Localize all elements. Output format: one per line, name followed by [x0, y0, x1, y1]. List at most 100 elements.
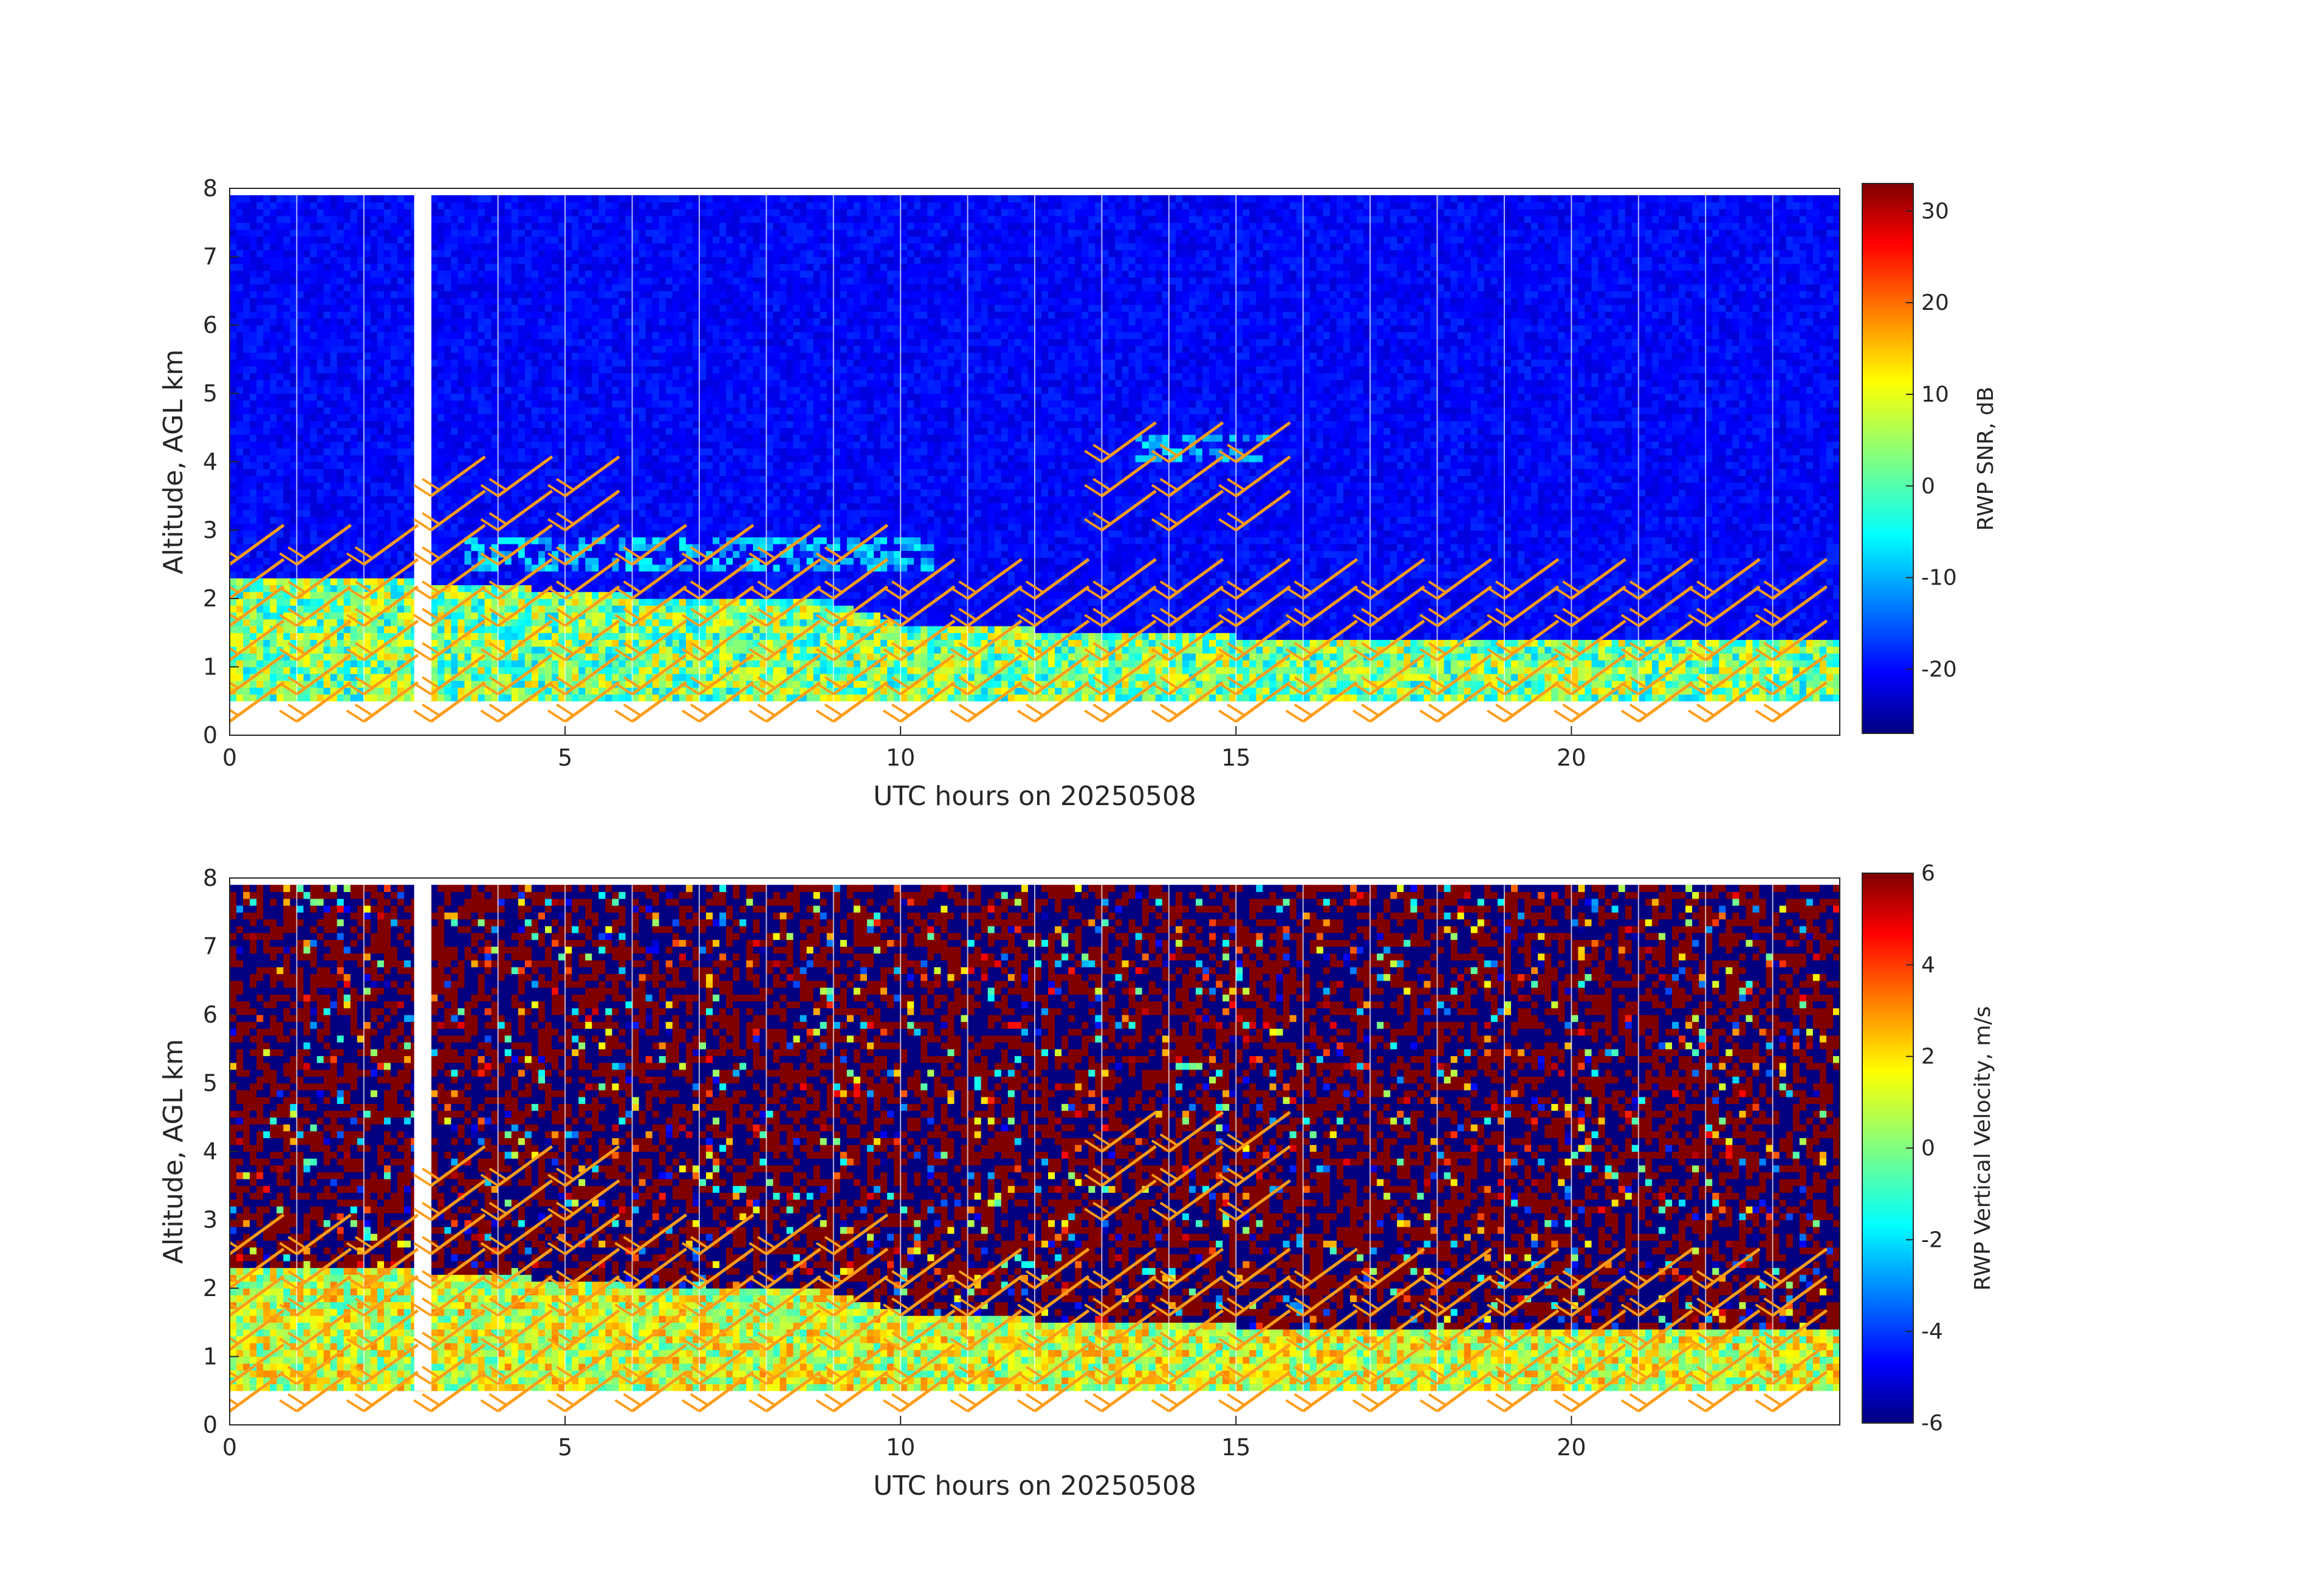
- wind-barb-staff: [497, 524, 554, 566]
- wind-barb-staff: [1100, 489, 1157, 532]
- wind-barb-staff: [832, 524, 889, 566]
- snr-gaps: [296, 188, 1774, 701]
- x-tick-label: 0: [222, 744, 237, 771]
- wind-barb-staff: [430, 681, 486, 723]
- wind-barb-flag: [1092, 1297, 1111, 1311]
- wind-barb-staff: [1100, 619, 1157, 662]
- wind-barb-flag: [757, 580, 776, 594]
- wind-barb-flag: [1218, 1337, 1237, 1351]
- wind-barb-flag: [1016, 1276, 1036, 1289]
- wind-barb-staff: [1235, 1145, 1291, 1187]
- wind-barb-staff: [564, 619, 620, 662]
- wind-barb-flag: [422, 478, 440, 491]
- wind-barb-flag: [547, 614, 566, 627]
- wind-barb-staff: [967, 619, 1023, 662]
- wind-barb-flag: [824, 642, 843, 655]
- wind-barb-flag: [1486, 1276, 1505, 1289]
- wind-barb-flag: [230, 551, 239, 560]
- wind-barb-staff: [295, 681, 352, 723]
- wind-barb-staff: [1033, 1247, 1090, 1290]
- wind-barb-flag: [1092, 580, 1111, 594]
- wind-barb-flag: [287, 1270, 306, 1283]
- wind-barb-flag: [480, 1207, 499, 1221]
- wind-barb-flag: [757, 1297, 776, 1311]
- wind-barb-flag: [422, 1236, 440, 1249]
- wind-barb-flag: [1159, 1331, 1178, 1345]
- wind-barb-flag: [1629, 1270, 1648, 1283]
- wind-barb-staff: [1503, 558, 1560, 600]
- wind-barb-staff: [1704, 1343, 1761, 1385]
- vv-heatmap: [230, 885, 1840, 1391]
- wind-barb-flag: [1688, 682, 1707, 696]
- wind-barb-flag: [1025, 703, 1044, 717]
- snr-yticks: 0 1 2 3 4 5 6 7 8: [203, 175, 239, 749]
- wind-barb-staff: [765, 681, 821, 723]
- wind-barb-flag: [1151, 709, 1170, 723]
- wind-barb-flag: [480, 484, 499, 497]
- x-tick-label: 10: [886, 744, 915, 771]
- wind-barb-flag: [556, 1167, 575, 1181]
- wind-barb-flag: [891, 642, 910, 655]
- wind-barb-flag: [1486, 682, 1505, 696]
- wind-barb-flag: [488, 478, 507, 491]
- wind-barb-flag: [279, 648, 298, 661]
- wind-barb-staff: [1168, 619, 1224, 662]
- wind-barb-flag: [230, 1336, 239, 1345]
- wind-barb-flag: [690, 1331, 708, 1345]
- colorbar-tick-label: -20: [1921, 657, 1957, 682]
- wind-barb-staff: [430, 1213, 486, 1255]
- wind-barb-staff: [230, 619, 285, 662]
- wind-barb-flag: [413, 1276, 432, 1289]
- wind-barb-flag: [623, 703, 642, 717]
- wind-barb-staff: [1436, 558, 1492, 600]
- wind-barb-flag: [815, 1303, 834, 1317]
- wind-barb-flag: [749, 709, 767, 723]
- snr-xlabel: UTC hours on 20250508: [873, 781, 1196, 812]
- wind-barb-flag: [824, 1365, 843, 1379]
- wind-barb-flag: [1629, 608, 1648, 621]
- y-tick-label: 0: [203, 722, 218, 749]
- wind-barb-flag: [1620, 648, 1639, 661]
- wind-barb-staff: [1168, 1247, 1224, 1290]
- wind-barb-staff: [430, 1179, 486, 1221]
- wind-barb-flag: [480, 552, 499, 566]
- wind-barb-staff: [230, 524, 285, 566]
- wind-barb-flag: [488, 1365, 507, 1379]
- wind-barb-flag: [413, 1337, 432, 1351]
- wind-barb-flag: [230, 681, 239, 690]
- wind-barb-flag: [815, 614, 834, 627]
- wind-barb-staff: [698, 1275, 755, 1317]
- wind-barb-staff: [564, 1343, 620, 1385]
- wind-barb-staff: [564, 681, 620, 723]
- wind-barb-flag: [1159, 1365, 1178, 1379]
- wind-barb-flag: [614, 709, 633, 723]
- wind-barb-staff: [765, 558, 821, 600]
- y-tick-label: 1: [203, 1343, 218, 1370]
- wind-barb-flag: [346, 552, 365, 566]
- wind-barb-flag: [681, 648, 700, 661]
- wind-barb-staff: [230, 1343, 285, 1385]
- snr-barbs: [230, 421, 1828, 723]
- wind-barb-flag: [230, 1398, 239, 1407]
- wind-barb-staff: [1570, 1343, 1626, 1385]
- wind-barb-flag: [1218, 1371, 1237, 1385]
- wind-barb-flag: [1294, 1297, 1312, 1311]
- wind-barb-flag: [1159, 512, 1178, 526]
- wind-barb-flag: [1486, 1399, 1505, 1413]
- wind-barb-flag: [556, 703, 575, 717]
- wind-barb-flag: [1696, 703, 1715, 717]
- wind-barb-flag: [1763, 580, 1782, 594]
- wind-barb-flag: [1696, 642, 1715, 655]
- wind-barb-flag: [279, 614, 298, 627]
- wind-barb-flag: [1562, 1297, 1581, 1311]
- wind-barb-flag: [1495, 1365, 1513, 1379]
- wind-barb-flag: [681, 552, 700, 566]
- wind-barb-flag: [690, 580, 708, 594]
- wind-barb-flag: [279, 1276, 298, 1289]
- wind-barb-staff: [430, 1370, 486, 1413]
- wind-barb-flag: [1218, 614, 1237, 627]
- wind-barb-flag: [287, 676, 306, 690]
- wind-barb-flag: [1016, 648, 1036, 661]
